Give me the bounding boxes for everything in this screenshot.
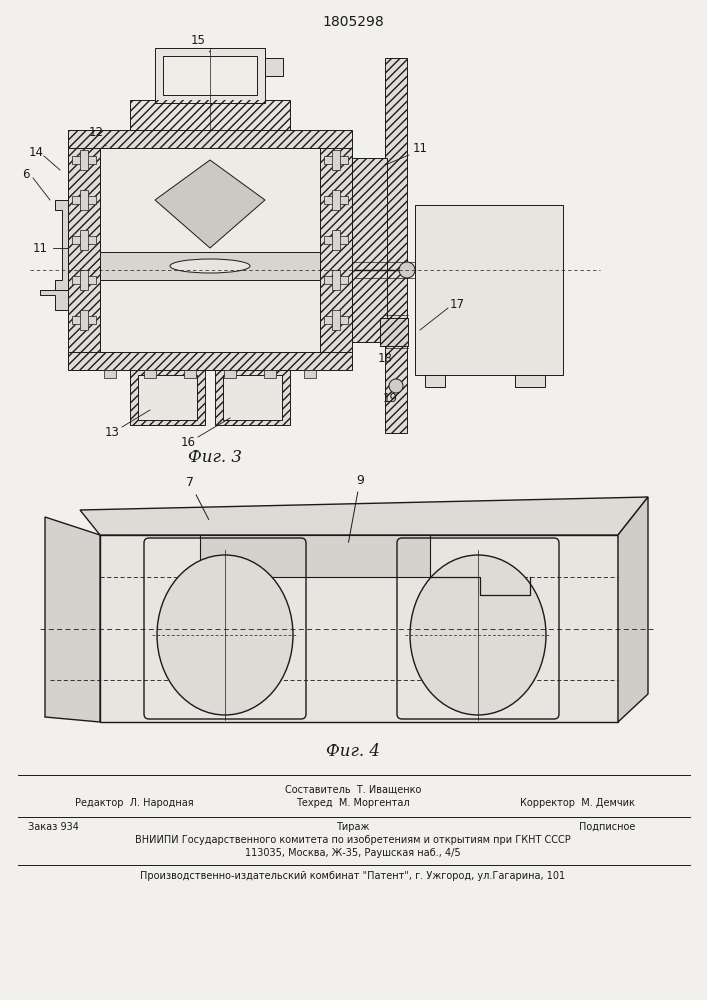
- Bar: [324, 316, 348, 324]
- Text: Заказ 934: Заказ 934: [28, 822, 79, 832]
- Text: 19: 19: [382, 391, 397, 404]
- Bar: [100, 252, 320, 280]
- Ellipse shape: [410, 555, 546, 715]
- Text: 15: 15: [191, 33, 210, 52]
- Text: Составитель  Т. Иващенко: Составитель Т. Иващенко: [285, 785, 421, 795]
- Circle shape: [389, 379, 403, 393]
- Bar: [68, 352, 352, 370]
- Bar: [324, 236, 348, 244]
- Bar: [100, 148, 320, 352]
- Bar: [304, 370, 316, 378]
- Text: Фиг. 3: Фиг. 3: [188, 450, 242, 466]
- Text: 1805298: 1805298: [322, 15, 384, 29]
- Bar: [352, 158, 387, 342]
- Bar: [215, 370, 290, 425]
- Bar: [80, 230, 88, 250]
- Bar: [68, 352, 352, 370]
- Bar: [80, 150, 88, 170]
- Text: Фиг. 4: Фиг. 4: [326, 744, 380, 760]
- Bar: [332, 190, 340, 210]
- Bar: [224, 370, 236, 378]
- Text: 9: 9: [349, 474, 364, 542]
- Text: Техред  М. Моргентал: Техред М. Моргентал: [296, 798, 410, 808]
- Bar: [324, 276, 348, 284]
- Bar: [68, 140, 100, 360]
- Text: Тираж: Тираж: [337, 822, 370, 832]
- Bar: [72, 156, 96, 164]
- Bar: [324, 196, 348, 204]
- Polygon shape: [80, 497, 648, 535]
- Polygon shape: [155, 160, 265, 248]
- Bar: [163, 56, 257, 95]
- Bar: [380, 318, 408, 346]
- Text: 6: 6: [22, 168, 30, 182]
- Text: Производственно-издательский комбинат "Патент", г. Ужгород, ул.Гагарина, 101: Производственно-издательский комбинат "П…: [141, 871, 566, 881]
- Text: 14: 14: [28, 145, 44, 158]
- Bar: [425, 375, 445, 387]
- Bar: [144, 370, 156, 378]
- Text: 13: 13: [105, 426, 119, 438]
- Bar: [332, 150, 340, 170]
- Bar: [68, 130, 352, 148]
- Bar: [72, 236, 96, 244]
- Bar: [215, 370, 290, 425]
- Bar: [130, 100, 290, 130]
- Bar: [332, 270, 340, 290]
- Bar: [415, 205, 563, 375]
- Bar: [184, 370, 196, 378]
- Bar: [385, 58, 407, 433]
- Bar: [100, 535, 618, 722]
- Bar: [104, 370, 116, 378]
- Bar: [72, 276, 96, 284]
- Polygon shape: [618, 497, 648, 722]
- Bar: [385, 58, 407, 433]
- Text: Корректор  М. Демчик: Корректор М. Демчик: [520, 798, 635, 808]
- Bar: [223, 375, 282, 420]
- Text: 12: 12: [88, 126, 106, 146]
- Bar: [72, 196, 96, 204]
- Bar: [130, 100, 290, 130]
- Bar: [332, 310, 340, 330]
- Bar: [200, 535, 430, 577]
- Bar: [380, 318, 408, 346]
- Text: 11: 11: [33, 241, 47, 254]
- Bar: [138, 375, 197, 420]
- Bar: [80, 190, 88, 210]
- Ellipse shape: [170, 259, 250, 273]
- Bar: [130, 370, 205, 425]
- Bar: [515, 375, 545, 387]
- Text: Подписное: Подписное: [578, 822, 635, 832]
- Bar: [332, 230, 340, 250]
- Bar: [80, 310, 88, 330]
- Text: 7: 7: [186, 477, 209, 520]
- Bar: [130, 370, 205, 425]
- Bar: [68, 140, 100, 360]
- Text: 17: 17: [450, 298, 465, 312]
- Bar: [155, 48, 265, 103]
- Text: 11: 11: [412, 141, 428, 154]
- Text: ВНИИПИ Государственного комитета по изобретениям и открытиям при ГКНТ СССР: ВНИИПИ Государственного комитета по изоб…: [135, 835, 571, 845]
- Bar: [320, 140, 352, 360]
- Bar: [352, 158, 387, 342]
- Text: 16: 16: [180, 436, 196, 448]
- Bar: [264, 370, 276, 378]
- Bar: [324, 156, 348, 164]
- Bar: [265, 58, 283, 76]
- Ellipse shape: [157, 555, 293, 715]
- Polygon shape: [55, 200, 68, 290]
- Text: 113035, Москва, Ж-35, Раушская наб., 4/5: 113035, Москва, Ж-35, Раушская наб., 4/5: [245, 848, 461, 858]
- Bar: [72, 316, 96, 324]
- Bar: [68, 130, 352, 148]
- Polygon shape: [40, 290, 68, 310]
- Circle shape: [399, 262, 415, 278]
- Text: Редактор  Л. Народная: Редактор Л. Народная: [75, 798, 194, 808]
- Polygon shape: [45, 517, 100, 722]
- Text: 18: 18: [378, 352, 392, 364]
- Bar: [80, 270, 88, 290]
- Bar: [320, 140, 352, 360]
